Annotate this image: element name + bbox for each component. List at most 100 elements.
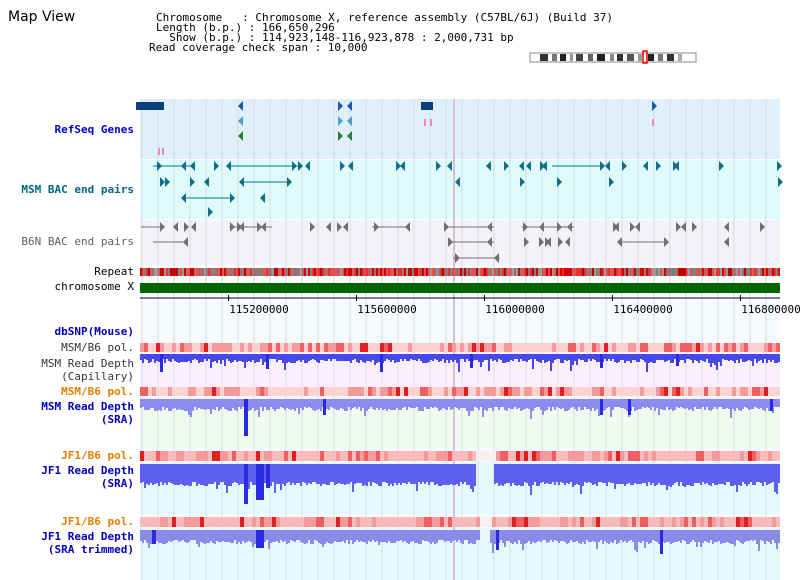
repeat-segment	[674, 268, 676, 276]
heatmap-cell	[424, 517, 428, 527]
track-label-msm-read-depth-capillary[interactable]: MSM Read Depth	[41, 357, 134, 370]
track-label-msm-bac-end-pairs[interactable]: MSM BAC end pairs	[21, 183, 134, 196]
track-label-jf1-read-depth-sra-trimmed[interactable]: JF1 Read Depth	[41, 530, 134, 543]
track-label-dbsnp[interactable]: dbSNP(Mouse)	[54, 325, 134, 338]
depth-bar	[470, 530, 472, 543]
depth-bar	[344, 354, 346, 361]
depth-bar	[398, 464, 400, 483]
heatmap-cell	[168, 343, 172, 352]
track-label-msm-b6-pol-1[interactable]: MSM/B6 pol.	[61, 341, 134, 354]
depth-bar	[454, 354, 456, 360]
repeat-segment	[166, 268, 168, 276]
heatmap-cell	[500, 451, 504, 461]
repeat-segment	[594, 268, 596, 276]
depth-bar	[324, 354, 326, 361]
depth-bar	[140, 354, 142, 360]
depth-bar	[306, 464, 308, 485]
depth-bar	[408, 354, 410, 361]
depth-bar	[700, 464, 702, 485]
depth-bar	[518, 399, 520, 408]
depth-bar	[442, 464, 444, 485]
track-label-jf1-b6-pol-1[interactable]: JF1/B6 pol.	[61, 449, 134, 462]
depth-bar	[166, 399, 168, 408]
depth-bar	[744, 464, 746, 484]
heatmap-cell	[252, 343, 256, 352]
repeat-segment	[322, 268, 324, 276]
heatmap-cell	[612, 451, 616, 461]
depth-bar	[290, 354, 292, 363]
track-label-msm-b6-pol-2[interactable]: MSM/B6 pol.	[61, 385, 134, 398]
repeat-segment	[536, 268, 538, 276]
repeat-segment	[450, 268, 452, 276]
heatmap-cell	[140, 517, 144, 527]
depth-bar	[292, 399, 294, 409]
depth-bar	[640, 530, 642, 543]
heatmap-cell	[608, 343, 612, 352]
heatmap-cell	[636, 451, 640, 461]
bac-end-marker	[310, 222, 315, 232]
heatmap-cell	[444, 451, 448, 461]
depth-bar	[246, 354, 248, 362]
depth-bar	[300, 530, 302, 542]
track-label-jf1-b6-pol-2[interactable]: JF1/B6 pol.	[61, 515, 134, 528]
repeat-segment	[672, 268, 674, 276]
depth-bar	[732, 399, 734, 409]
depth-bar	[742, 464, 744, 482]
bac-end-marker	[614, 222, 619, 232]
depth-bar	[456, 530, 458, 542]
track-label-b6n-bac-end-pairs[interactable]: B6N BAC end pairs	[21, 235, 134, 248]
heatmap-cell	[224, 517, 228, 527]
heatmap-cell	[404, 387, 408, 396]
track-label-refseq-genes[interactable]: RefSeq Genes	[54, 123, 134, 136]
depth-bar	[598, 354, 600, 362]
heatmap-cell	[252, 517, 256, 527]
repeat-segment	[764, 268, 766, 276]
depth-bar	[208, 399, 210, 409]
heatmap-cell	[596, 451, 600, 461]
track-label-chromosome[interactable]: chromosome X	[54, 280, 134, 293]
heatmap-cell	[516, 517, 520, 527]
depth-bar	[744, 530, 746, 542]
depth-bar	[616, 354, 618, 363]
repeat-segment	[186, 268, 188, 276]
heatmap-cell	[732, 387, 736, 396]
track-label-repeat[interactable]: Repeat	[94, 265, 134, 278]
track-label-msm-read-depth-sra[interactable]: MSM Read Depth	[41, 400, 134, 413]
repeat-segment	[476, 268, 478, 276]
depth-bar	[686, 354, 688, 359]
heatmap-cell	[764, 517, 768, 527]
repeat-segment	[466, 268, 468, 276]
depth-bar	[558, 464, 560, 485]
depth-bar	[290, 530, 292, 540]
heatmap-cell	[672, 387, 676, 396]
heatmap-cell	[284, 387, 288, 396]
depth-bar	[718, 354, 720, 362]
heatmap-cell	[248, 517, 252, 527]
heatmap-cell	[408, 517, 412, 527]
heatmap-cell	[236, 451, 240, 461]
depth-bar	[606, 354, 608, 361]
depth-bar	[778, 464, 780, 483]
depth-bar	[326, 464, 328, 485]
heatmap-cell	[556, 343, 560, 352]
heatmap-cell	[636, 517, 640, 527]
depth-bar	[464, 399, 466, 408]
depth-bar	[518, 464, 520, 485]
heatmap-cell	[772, 451, 776, 461]
repeat-segment	[154, 268, 156, 276]
heatmap-cell	[228, 451, 232, 461]
heatmap-cell	[468, 517, 472, 527]
heatmap-cell	[328, 451, 332, 461]
repeat-segment	[600, 268, 602, 276]
depth-bar	[586, 464, 588, 483]
heatmap-cell	[172, 451, 176, 461]
depth-bar	[410, 464, 412, 484]
heatmap-cell	[312, 387, 316, 396]
heatmap-cell	[448, 387, 452, 396]
depth-bar	[308, 464, 310, 483]
heatmap-cell	[204, 451, 208, 461]
heatmap-cell	[144, 517, 148, 527]
track-label-jf1-read-depth-sra[interactable]: JF1 Read Depth	[41, 464, 134, 477]
depth-bar	[150, 354, 152, 362]
